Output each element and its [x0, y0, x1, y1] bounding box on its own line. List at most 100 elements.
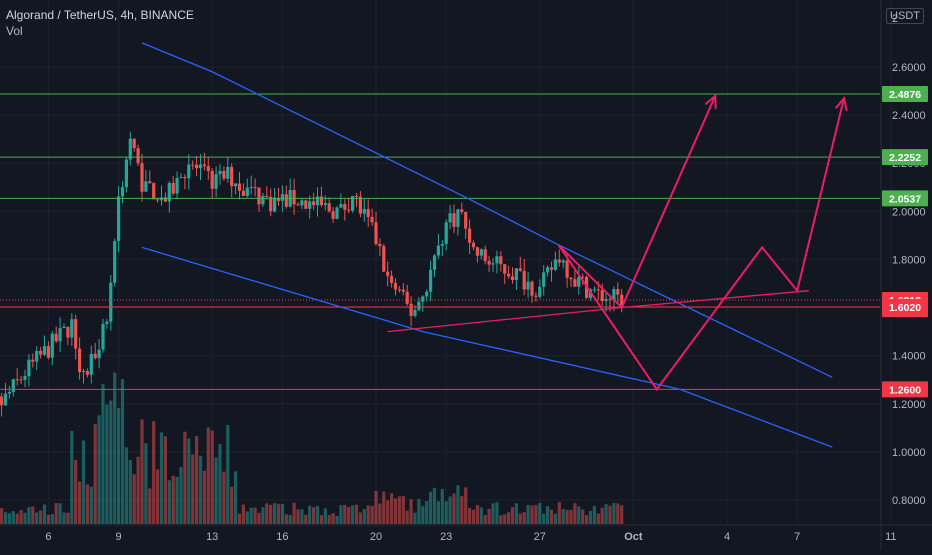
- candle-body: [616, 289, 620, 295]
- price-label-badge: [882, 299, 928, 316]
- candle-body: [230, 166, 234, 187]
- volume-bar: [300, 509, 304, 524]
- volume-bar: [358, 512, 362, 524]
- candle-body: [495, 256, 499, 264]
- time-tick-label: Oct: [624, 531, 643, 543]
- volume-bar: [39, 510, 43, 524]
- volume-bar: [483, 514, 487, 524]
- volume-bar: [249, 507, 253, 524]
- candle-body: [417, 301, 421, 311]
- trendline-upper-channel[interactable]: [141, 42, 833, 378]
- candle-body: [397, 289, 401, 291]
- candle-body: [222, 170, 226, 179]
- volume-bar: [471, 509, 476, 524]
- volume-bar: [296, 509, 300, 524]
- candle-body: [390, 275, 394, 283]
- volume-bar: [234, 471, 238, 524]
- candle-body: [113, 241, 117, 283]
- volume-bar: [409, 499, 413, 524]
- candle-body: [304, 200, 308, 209]
- volume-bar: [581, 509, 585, 524]
- volume-bar: [183, 431, 187, 524]
- volume-bar: [573, 503, 577, 524]
- candle-body: [553, 259, 557, 270]
- volume-bar: [7, 513, 11, 524]
- volume-bar: [124, 447, 128, 524]
- candle-body: [491, 263, 495, 265]
- candle-body: [152, 183, 156, 200]
- volume-bar: [448, 496, 452, 524]
- volume-bar: [46, 514, 50, 524]
- candle-body: [362, 209, 366, 214]
- candle-body: [218, 170, 222, 175]
- volume-bar: [386, 500, 390, 524]
- candle-body: [296, 204, 300, 206]
- candle-body: [510, 276, 515, 281]
- volume-bar: [117, 408, 121, 524]
- candle-body: [50, 333, 54, 358]
- volume-bar: [596, 513, 600, 524]
- price-tick-label: 1.8000: [892, 254, 926, 266]
- candle-body: [343, 204, 347, 210]
- volume-bar: [253, 507, 257, 524]
- trendline-lower-channel[interactable]: [141, 246, 833, 448]
- price-label-badge: [882, 85, 928, 102]
- candle-body: [245, 187, 249, 196]
- candle-body: [315, 196, 320, 206]
- candle-body: [530, 281, 534, 296]
- projection-path-2[interactable]: [557, 97, 845, 392]
- volume-bar: [487, 508, 491, 524]
- candle-body: [156, 199, 160, 201]
- candle-body: [284, 194, 288, 207]
- candle-body: [140, 163, 144, 192]
- candle-body: [354, 196, 359, 198]
- time-tick-label: 7: [794, 531, 800, 543]
- volume-bar: [468, 508, 472, 524]
- candle-body: [187, 164, 191, 179]
- price-tick-label: 1.0000: [892, 447, 926, 459]
- price-label-badge: [882, 381, 928, 398]
- candle-body: [124, 159, 128, 188]
- projection-path-1[interactable]: [557, 95, 717, 310]
- candle-body: [23, 376, 27, 380]
- candle-body: [382, 246, 386, 272]
- candle-body: [413, 310, 417, 316]
- volume-bar: [3, 512, 8, 524]
- volume-bar: [120, 378, 125, 524]
- candle-body: [3, 393, 8, 406]
- volume-bar: [93, 423, 97, 524]
- volume-bar: [230, 486, 234, 524]
- candle-body: [358, 196, 362, 214]
- volume-label: Vol: [6, 24, 23, 38]
- candle-body: [237, 183, 242, 191]
- candle-body: [448, 213, 452, 223]
- volume-bar: [269, 504, 273, 524]
- candle-body: [518, 268, 522, 271]
- volume-bar: [218, 444, 222, 524]
- volume-bar: [327, 515, 331, 524]
- candle-body: [468, 228, 472, 243]
- volume-bar: [148, 488, 152, 524]
- candle-body: [440, 243, 444, 246]
- volume-bar: [27, 507, 31, 524]
- candle-body: [312, 201, 316, 206]
- volume-bar: [276, 503, 281, 524]
- candle-body: [436, 245, 440, 256]
- volume-bar: [179, 466, 183, 524]
- volume-bar: [526, 504, 530, 524]
- volume-bar: [85, 484, 89, 524]
- candle-body: [499, 256, 503, 265]
- candle-body: [557, 259, 561, 263]
- price-unit-label[interactable]: USDT: [886, 8, 924, 24]
- volume-bar: [312, 507, 316, 524]
- volume-bar: [413, 512, 417, 524]
- candle-body: [66, 326, 70, 338]
- candle-body: [226, 166, 230, 179]
- volume-bar: [351, 505, 355, 524]
- candle-body: [386, 271, 390, 276]
- candle-body: [206, 166, 210, 171]
- candle-body: [596, 289, 600, 291]
- volume-bar: [187, 438, 191, 524]
- volume-bar: [241, 504, 245, 524]
